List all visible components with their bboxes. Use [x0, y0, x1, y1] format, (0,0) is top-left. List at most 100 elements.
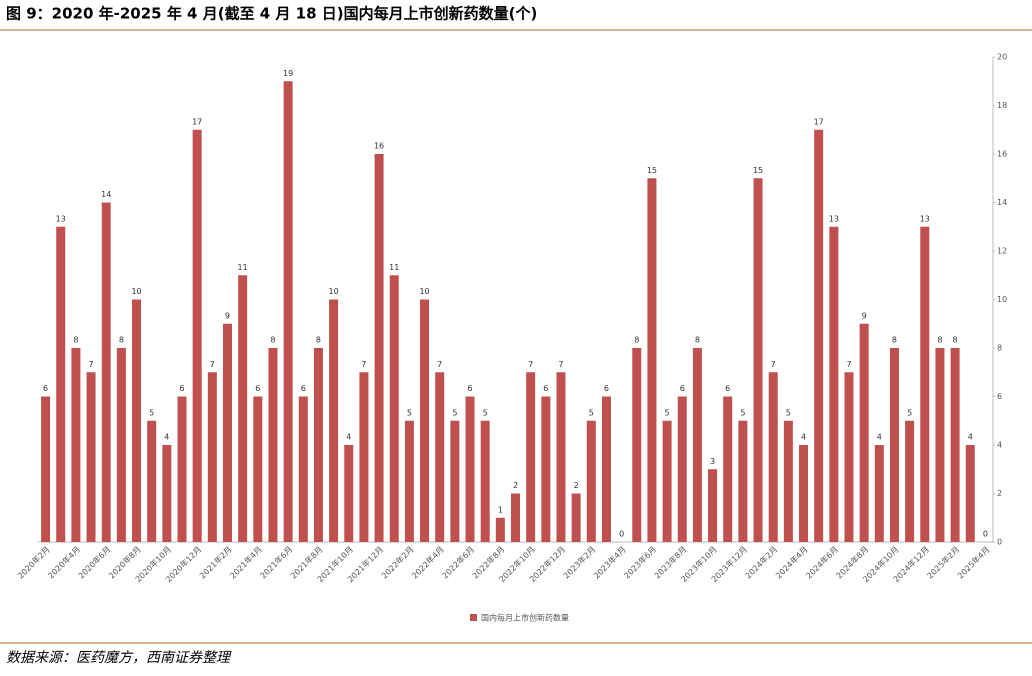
data-label: 4	[968, 433, 973, 442]
bar	[829, 226, 839, 542]
data-label: 5	[149, 408, 154, 417]
data-label: 8	[695, 336, 700, 345]
bar	[116, 348, 126, 542]
bar	[465, 396, 475, 542]
x-tick-label: 2025年4月	[955, 544, 991, 580]
source-note: 数据来源：医药魔方，西南证券整理	[6, 650, 232, 666]
data-label: 0	[619, 530, 624, 539]
bar	[344, 445, 354, 542]
data-label: 19	[283, 69, 293, 78]
bar	[41, 396, 51, 542]
data-label: 2	[574, 481, 579, 490]
bar	[177, 396, 187, 542]
data-label: 6	[467, 384, 472, 393]
data-label: 4	[164, 433, 169, 442]
data-label: 6	[680, 384, 685, 393]
legend-swatch	[470, 614, 477, 621]
bar	[511, 493, 520, 542]
bar	[541, 396, 551, 542]
data-label: 4	[801, 433, 806, 442]
data-label: 8	[892, 336, 897, 345]
bar	[965, 445, 975, 542]
data-label: 17	[814, 117, 824, 126]
bar	[905, 420, 915, 542]
bar	[768, 372, 778, 542]
data-label: 5	[907, 408, 912, 417]
y-tick-label: 10	[997, 295, 1007, 304]
data-label: 2	[513, 481, 518, 490]
bar	[677, 396, 687, 542]
data-label: 7	[846, 360, 851, 369]
data-label: 6	[725, 384, 730, 393]
bar	[101, 202, 111, 542]
bar	[253, 396, 263, 542]
y-tick-label: 14	[997, 198, 1007, 207]
bar	[162, 445, 172, 542]
data-label: 9	[862, 311, 867, 320]
data-label: 0	[983, 530, 988, 539]
bar	[950, 348, 960, 542]
y-tick-label: 8	[997, 344, 1002, 353]
data-label: 10	[329, 287, 339, 296]
data-label: 8	[937, 336, 942, 345]
data-label: 1	[498, 505, 503, 514]
data-label: 8	[316, 336, 321, 345]
data-label: 13	[829, 214, 839, 223]
data-label: 7	[210, 360, 215, 369]
bar	[480, 420, 490, 542]
bar	[268, 348, 278, 542]
data-label: 14	[101, 190, 111, 199]
bar	[298, 396, 308, 542]
bar	[238, 275, 248, 542]
bar	[920, 226, 930, 542]
data-label: 5	[483, 408, 488, 417]
bar	[222, 323, 232, 542]
data-label: 13	[920, 214, 930, 223]
data-label: 6	[301, 384, 306, 393]
bar	[86, 372, 96, 542]
bar	[692, 348, 702, 542]
data-label: 11	[238, 263, 248, 272]
data-label: 8	[634, 336, 639, 345]
data-label: 7	[528, 360, 533, 369]
bar	[859, 323, 869, 542]
bar	[647, 178, 657, 542]
bar	[874, 445, 884, 542]
bar	[450, 420, 460, 542]
bar	[556, 372, 566, 542]
bar	[586, 420, 596, 542]
data-label: 8	[73, 336, 78, 345]
bar	[404, 420, 414, 542]
bar	[814, 129, 824, 542]
data-label: 6	[43, 384, 48, 393]
bar	[207, 372, 217, 542]
data-label: 8	[953, 336, 958, 345]
data-label: 7	[437, 360, 442, 369]
bar	[71, 348, 81, 542]
data-label: 6	[179, 384, 184, 393]
y-tick-label: 12	[997, 247, 1007, 256]
bar	[783, 420, 793, 542]
y-tick-label: 2	[997, 489, 1002, 498]
data-label: 5	[589, 408, 594, 417]
bar	[495, 517, 505, 542]
legend-label: 国内每月上市创新药数量	[481, 613, 569, 623]
data-label: 13	[56, 214, 66, 223]
y-tick-label: 18	[997, 101, 1007, 110]
data-label: 5	[407, 408, 412, 417]
data-label: 5	[740, 408, 745, 417]
y-tick-label: 4	[997, 441, 1002, 450]
bar	[132, 299, 142, 542]
data-label: 10	[419, 287, 429, 296]
data-label: 17	[192, 117, 202, 126]
bar	[799, 445, 809, 542]
bar	[844, 372, 854, 542]
y-tick-label: 20	[997, 53, 1007, 62]
y-tick-label: 16	[997, 150, 1007, 159]
data-label: 4	[346, 433, 351, 442]
data-label: 10	[131, 287, 141, 296]
data-label: 7	[89, 360, 94, 369]
data-label: 7	[361, 360, 366, 369]
y-tick-label: 0	[997, 538, 1002, 547]
